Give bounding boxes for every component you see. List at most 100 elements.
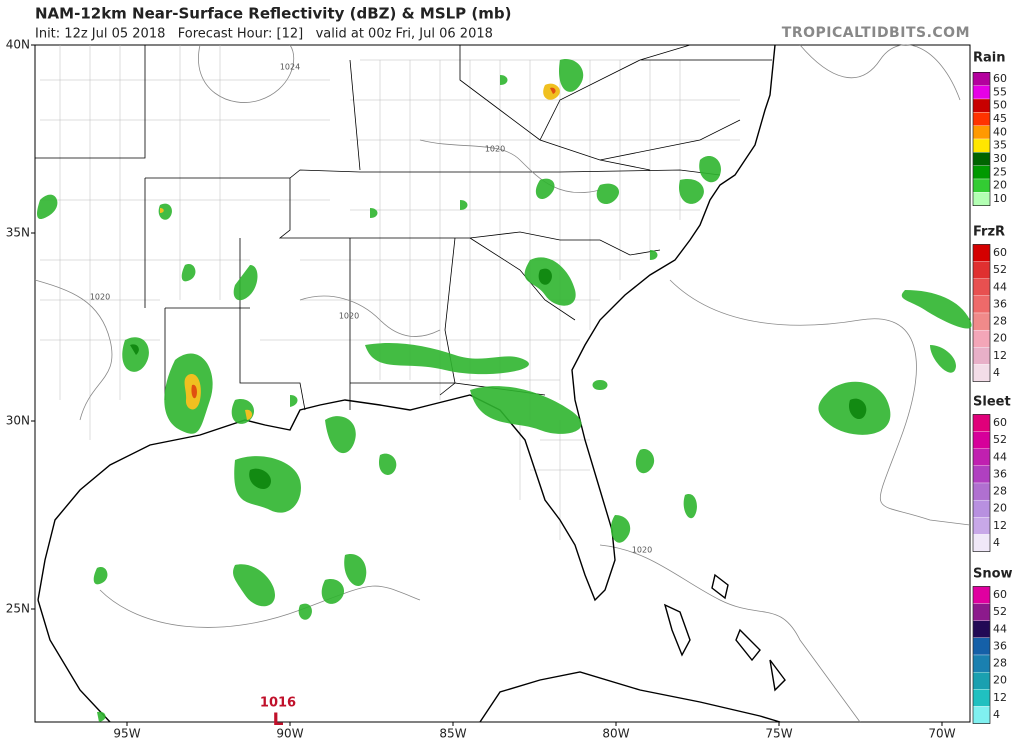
legend-swatch xyxy=(972,192,991,206)
legend-swatch xyxy=(972,499,991,518)
low-symbol: L xyxy=(273,710,284,730)
isobar xyxy=(669,279,971,526)
lon-label: 70W xyxy=(928,727,955,741)
legend-frame xyxy=(972,586,991,724)
legend-label: 60 xyxy=(993,588,1007,601)
legend-swatch xyxy=(972,152,991,166)
legend-label: 30 xyxy=(993,152,1007,165)
legend-swatch xyxy=(972,112,991,126)
isobar xyxy=(299,295,441,337)
site-name: TROPICALTIDBITS.COM xyxy=(782,25,970,41)
legend-swatch xyxy=(972,689,991,707)
state-lines xyxy=(35,44,772,411)
isobar-label: 1020 xyxy=(485,145,505,154)
lon-label: 90W xyxy=(276,727,303,741)
legend-label: 44 xyxy=(993,622,1007,635)
legend-swatch xyxy=(972,347,991,365)
legend-swatch xyxy=(972,98,991,113)
legend-label: 52 xyxy=(993,433,1007,446)
legend-swatch xyxy=(972,448,991,467)
legend-label: 52 xyxy=(993,263,1007,276)
legend-swatch xyxy=(972,295,991,314)
legend-label: 10 xyxy=(993,192,1007,205)
legend-swatch xyxy=(972,620,991,639)
legend-swatch xyxy=(972,329,991,348)
legend-label: 50 xyxy=(993,99,1007,112)
lon-label: 75W xyxy=(765,727,792,741)
legend-label: 28 xyxy=(993,485,1007,498)
legend-swatch xyxy=(972,138,991,153)
legend-swatch xyxy=(972,603,991,621)
state-borders xyxy=(35,44,772,411)
legend-label: 60 xyxy=(993,72,1007,85)
isobar xyxy=(34,279,113,421)
coastlines xyxy=(37,44,786,723)
legend-swatch xyxy=(972,706,991,724)
isobar xyxy=(198,44,294,103)
legend-swatch xyxy=(972,431,991,449)
legend-swatch xyxy=(972,671,991,690)
low-pressure: 1016 xyxy=(260,696,296,711)
legend-swatch xyxy=(972,261,991,279)
legend-label: 20 xyxy=(993,674,1007,687)
legend-swatch xyxy=(972,414,991,432)
legend-swatch xyxy=(972,125,991,140)
map: 1024 1020 1020 1020 1020 1016 L xyxy=(34,44,972,730)
legend: Rain60555045403530252010FrzR605244362820… xyxy=(972,51,1013,724)
legend-frame xyxy=(972,244,991,382)
legend-frame xyxy=(972,414,991,552)
legend-label: 4 xyxy=(993,366,1000,379)
lat-label: 35N xyxy=(6,226,30,240)
legend-label: 36 xyxy=(993,639,1007,652)
lat-label: 40N xyxy=(6,38,30,52)
lon-label: 85W xyxy=(439,727,466,741)
title: NAM-12km Near-Surface Reflectivity (dBZ)… xyxy=(35,5,511,23)
legend-label: 25 xyxy=(993,165,1007,178)
axes: 40N 35N 30N 25N 95W 90W 85W 80W 75W 70W xyxy=(6,38,956,741)
legend-label: 12 xyxy=(993,519,1007,532)
legend-label: 36 xyxy=(993,467,1007,480)
legend-label: 12 xyxy=(993,349,1007,362)
legend-label: 60 xyxy=(993,246,1007,259)
legend-swatch xyxy=(972,165,991,180)
reflectivity xyxy=(37,59,972,723)
legend-label: 4 xyxy=(993,708,1000,721)
lon-label: 80W xyxy=(602,727,629,741)
legend-label: 20 xyxy=(993,502,1007,515)
bahamas xyxy=(663,573,786,692)
legend-label: 4 xyxy=(993,536,1000,549)
isobar xyxy=(799,44,961,101)
legend-swatch xyxy=(972,586,991,604)
isobar-label: 1020 xyxy=(632,546,652,555)
legend-title: Sleet xyxy=(973,395,1011,410)
lat-label: 25N xyxy=(6,602,30,616)
lat-label: 30N xyxy=(6,414,30,428)
legend-label: 55 xyxy=(993,85,1007,98)
legend-swatch xyxy=(972,534,991,552)
cuba-coast xyxy=(479,671,781,723)
legend-label: 40 xyxy=(993,125,1007,138)
legend-label: 12 xyxy=(993,691,1007,704)
legend-swatch xyxy=(972,637,991,656)
legend-label: 28 xyxy=(993,315,1007,328)
legend-title: Snow xyxy=(973,567,1013,582)
isobars xyxy=(34,44,971,723)
legend-label: 28 xyxy=(993,657,1007,670)
legend-title: FrzR xyxy=(973,225,1005,240)
legend-title: Rain xyxy=(973,51,1006,66)
legend-swatch xyxy=(972,278,991,297)
legend-label: 45 xyxy=(993,112,1007,125)
legend-swatch xyxy=(972,312,991,331)
mexico-coast xyxy=(37,599,111,723)
us-coast xyxy=(37,44,776,602)
rain-core xyxy=(160,83,560,420)
legend-label: 60 xyxy=(993,416,1007,429)
legend-swatch xyxy=(972,482,991,501)
legend-frame xyxy=(972,72,991,206)
isobar xyxy=(599,544,861,723)
subtitle: Init: 12z Jul 05 2018 Forecast Hour: [12… xyxy=(35,27,493,42)
rain-areas xyxy=(37,59,972,723)
legend-label: 44 xyxy=(993,280,1007,293)
legend-swatch xyxy=(972,465,991,484)
